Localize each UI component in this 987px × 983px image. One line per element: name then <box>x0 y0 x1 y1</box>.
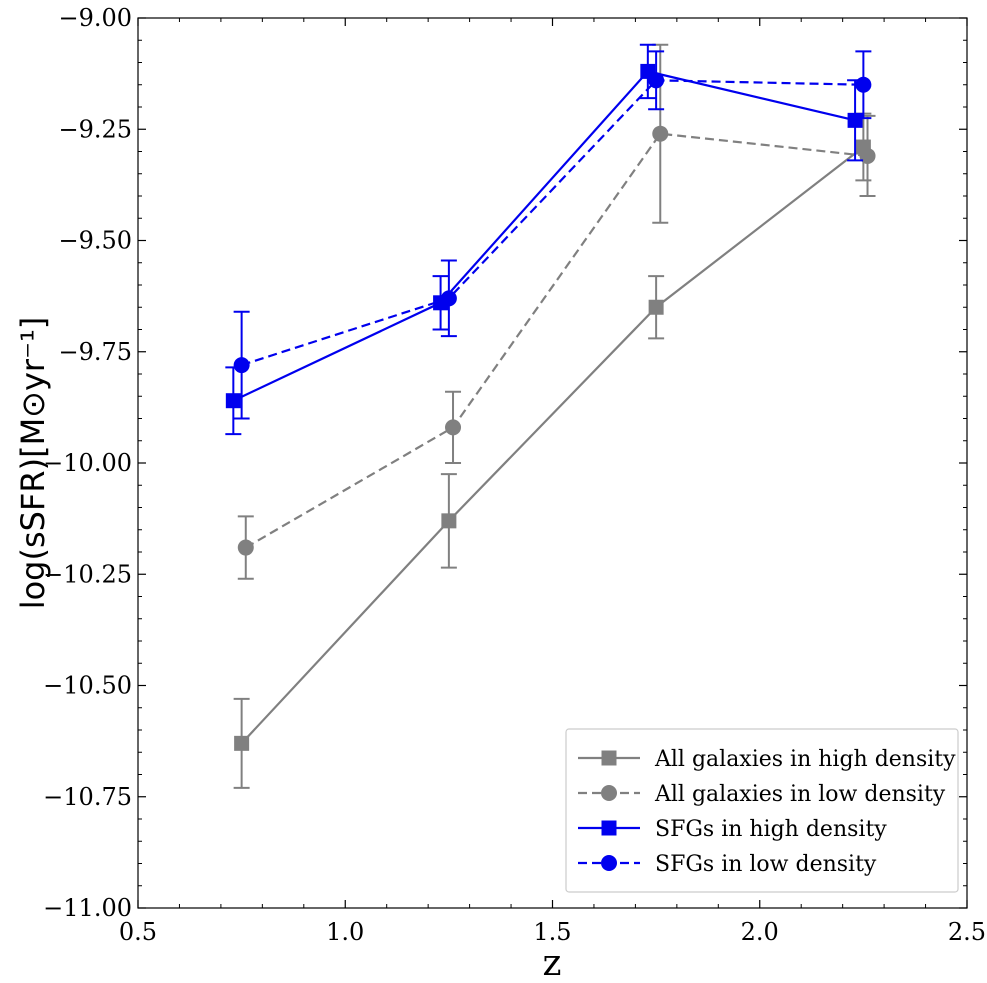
y-tick-labels: −11.00 −10.75 −10.50 −10.25 −10.00 −9.75 −9.50… <box>43 4 132 922</box>
legend-marker <box>601 785 617 801</box>
y-tick-label: −9.00 <box>58 4 132 32</box>
data-point <box>855 76 872 93</box>
data-point <box>237 539 254 556</box>
y-axis-label: log(sSFR)[M⊙yr⁻¹] <box>14 317 52 610</box>
x-tick-label: 2.5 <box>948 918 986 946</box>
x-tick-label: 1.0 <box>326 918 364 946</box>
x-tick-label: 2.0 <box>741 918 779 946</box>
data-point <box>648 299 664 315</box>
series-layer <box>225 43 876 789</box>
y-tick-label: −10.50 <box>43 672 132 700</box>
axis-ticks <box>137 17 968 909</box>
x-tick-label: 0.5 <box>119 918 157 946</box>
data-point <box>847 112 863 128</box>
legend-frame <box>565 728 959 893</box>
series-line <box>245 132 868 549</box>
y-tick-label: −10.75 <box>43 783 132 811</box>
y-tick-label: −9.25 <box>58 115 132 143</box>
legend: All galaxies in high density All galaxies… <box>565 728 959 893</box>
data-point <box>648 72 665 89</box>
data-point <box>234 735 250 751</box>
data-point <box>233 357 250 374</box>
y-tick-label: −10.25 <box>43 560 132 588</box>
legend-label: SFGs in high density <box>655 817 887 842</box>
legend-marker <box>601 820 617 836</box>
legend-entry: SFGs in low density <box>578 852 877 877</box>
series-line <box>240 146 865 745</box>
legend-entry: All galaxies in high density <box>578 747 956 772</box>
data-point <box>441 513 457 529</box>
series-line <box>241 79 864 367</box>
x-tick-labels: 0.5 1.0 1.5 2.0 2.5 <box>119 918 986 946</box>
legend-label: SFGs in low density <box>655 852 877 877</box>
y-tick-label: −10.00 <box>43 449 132 477</box>
legend-label: All galaxies in low density <box>654 782 946 807</box>
legend-marker <box>601 855 617 871</box>
data-point <box>440 290 457 307</box>
data-point <box>652 125 669 142</box>
y-tick-label: −11.00 <box>43 894 132 922</box>
series-4 <box>233 50 872 420</box>
data-point <box>445 419 462 436</box>
x-axis-label: z <box>543 943 562 978</box>
data-point <box>225 393 241 409</box>
y-tick-label: −9.75 <box>58 338 132 366</box>
legend-entry: All galaxies in low density <box>578 782 946 807</box>
y-tick-label: −9.50 <box>58 227 132 255</box>
legend-marker <box>601 750 617 766</box>
legend-label: All galaxies in high density <box>654 747 956 772</box>
data-point <box>859 147 876 164</box>
legend-entry: SFGs in high density <box>578 817 887 842</box>
x-tick-label: 1.5 <box>533 918 571 946</box>
series-line <box>232 70 856 402</box>
